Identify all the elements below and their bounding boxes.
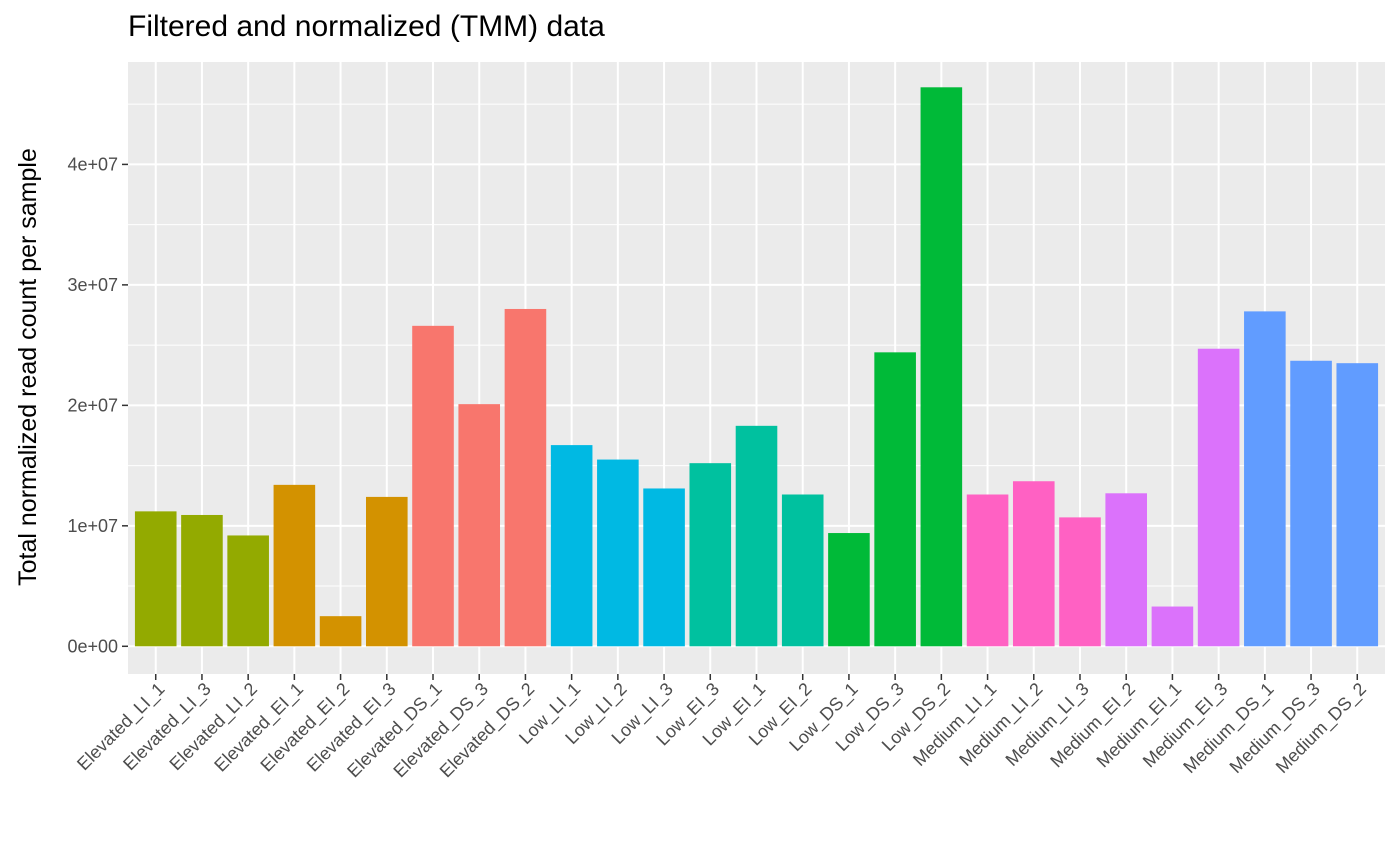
bar — [689, 463, 732, 647]
bar — [134, 511, 177, 647]
bar — [319, 616, 362, 647]
bar — [1105, 493, 1148, 647]
y-tick-label: 0e+00 — [67, 636, 118, 656]
bar — [1197, 348, 1240, 647]
bar — [227, 535, 269, 647]
bar — [273, 484, 316, 647]
bar — [1059, 517, 1101, 647]
bar — [735, 425, 778, 647]
bar — [1336, 363, 1379, 647]
bar — [365, 496, 408, 647]
bar — [920, 87, 963, 647]
bar — [1012, 481, 1055, 647]
bar — [1290, 360, 1332, 647]
bar — [643, 488, 685, 647]
bar — [828, 533, 870, 647]
y-tick-label: 1e+07 — [67, 516, 118, 536]
bar — [874, 352, 916, 647]
bar — [597, 459, 639, 647]
bar — [1244, 311, 1286, 647]
bar — [550, 445, 593, 647]
bar — [504, 308, 547, 647]
bar — [181, 514, 223, 647]
y-axis: 0e+00 1e+07 2e+07 3e+07 4e+07 — [67, 154, 128, 656]
y-tick-label: 4e+07 — [67, 154, 118, 174]
x-axis: Elevated_LI_1Elevated_LI_3Elevated_LI_2E… — [73, 674, 1371, 782]
bar — [781, 494, 824, 647]
y-axis-label: Total normalized read count per sample — [14, 148, 42, 586]
bar — [412, 325, 454, 647]
bars — [134, 87, 1379, 647]
chart-title: Filtered and normalized (TMM) data — [128, 10, 605, 43]
y-tick-label: 2e+07 — [67, 395, 118, 415]
bar — [1151, 606, 1194, 647]
bar — [966, 494, 1009, 647]
bar — [458, 404, 501, 647]
y-tick-label: 3e+07 — [67, 275, 118, 295]
